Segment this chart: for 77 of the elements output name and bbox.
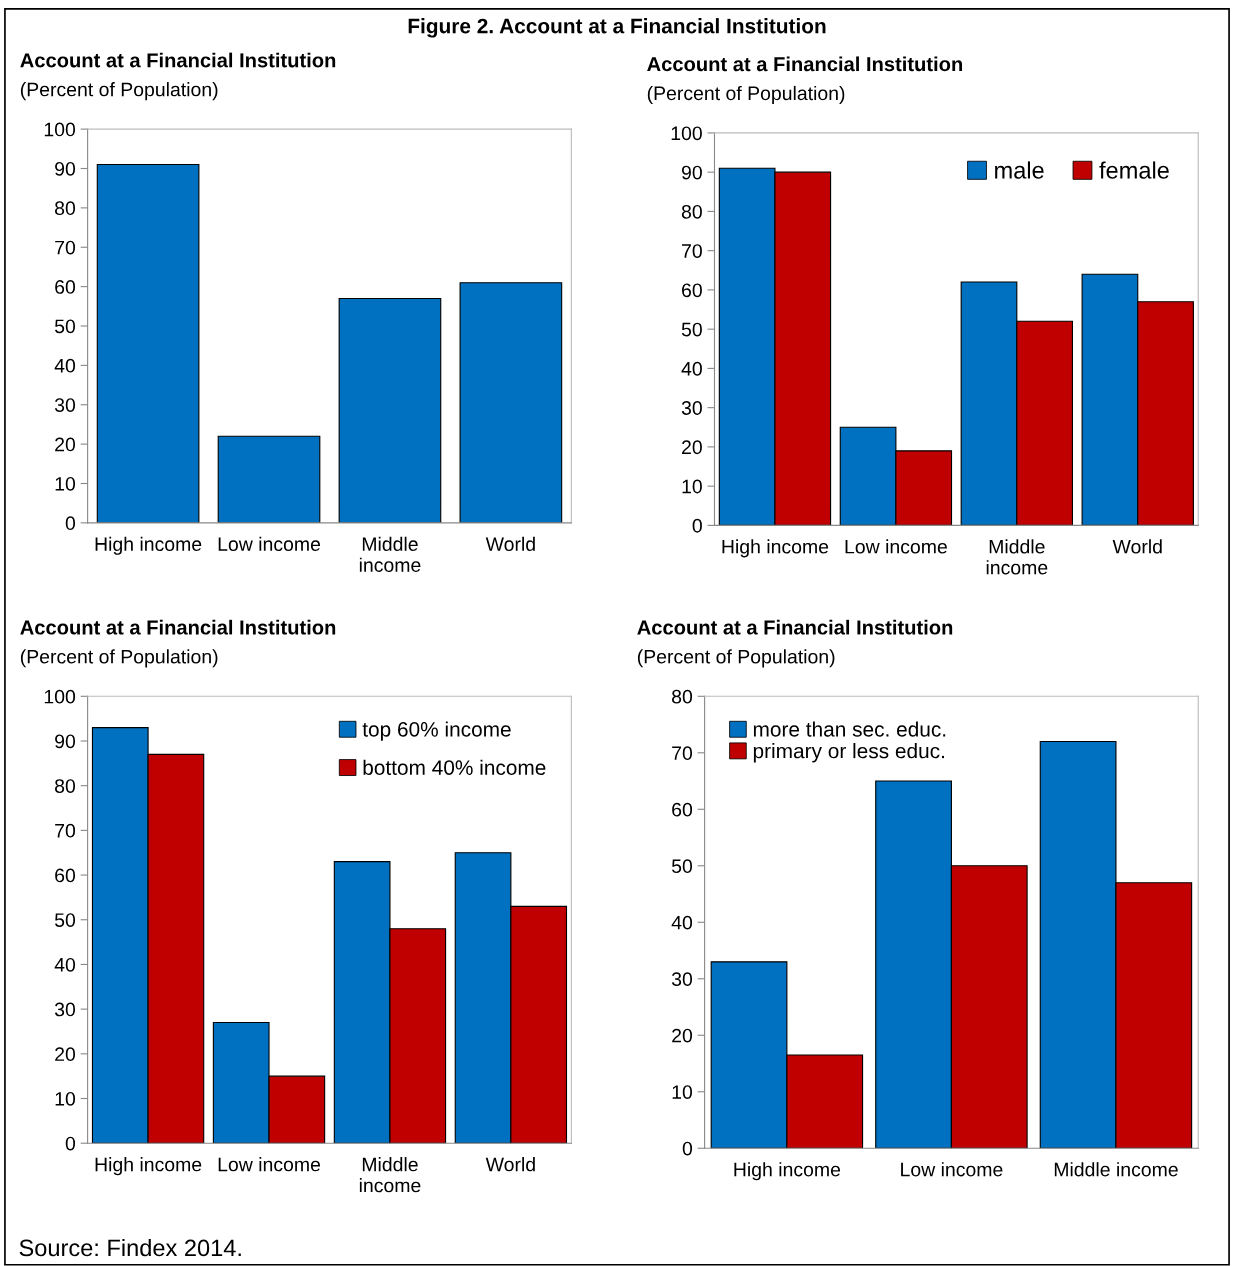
y-tick-label: 70 (682, 244, 702, 258)
y-tick-label: 20 (55, 437, 76, 452)
x-tick-label: World (485, 536, 535, 552)
y-tick-label: 60 (55, 280, 76, 294)
y-tick-label: 20 (682, 440, 702, 455)
y-tick-label: 90 (55, 734, 76, 749)
x-tick-label: High income (722, 539, 829, 558)
legend-label: female (1099, 161, 1169, 179)
y-tick-label: 50 (54, 913, 76, 927)
bar (459, 282, 563, 523)
legend-label: primary or less educ. (753, 743, 944, 763)
y-tick-label: 60 (682, 283, 702, 298)
y-tick-label: 50 (671, 859, 693, 874)
x-tick-label: High income (95, 1157, 202, 1176)
y-tick-label: 0 (682, 1141, 693, 1156)
chart-subtitle: (Percent of Population) (20, 82, 218, 101)
legend-label: male (995, 161, 1044, 179)
y-tick-label: 50 (54, 319, 76, 334)
y-tick-label: 0 (65, 1136, 76, 1151)
y-tick-label: 10 (55, 1091, 76, 1106)
y-tick-label: 10 (55, 476, 76, 491)
y-tick-label: 40 (671, 915, 693, 930)
y-tick-label: 80 (672, 689, 693, 704)
x-tick-label: Low income (218, 536, 321, 552)
x-tick-label: World (485, 1157, 535, 1172)
y-tick-label: 60 (55, 868, 76, 883)
y-tick-label: 30 (681, 401, 702, 415)
x-tick-label: Middle income (359, 1157, 421, 1193)
x-tick-label: Low income (901, 1162, 1003, 1177)
y-tick-label: 90 (55, 161, 76, 176)
y-tick-label: 40 (681, 361, 702, 376)
chart-subtitle: (Percent of Population) (637, 649, 835, 668)
chart-subtitle: (Percent of Population) (647, 85, 845, 105)
y-tick-label: 100 (44, 689, 76, 704)
y-tick-label: 20 (672, 1028, 693, 1043)
y-tick-label: 70 (55, 240, 76, 255)
y-tick-label: 80 (681, 204, 702, 219)
chart-title: Account at a Financial Institution (637, 619, 953, 635)
x-tick-label: Middle income (359, 536, 421, 572)
x-tick-label: High income (734, 1162, 841, 1181)
y-tick-label: 40 (54, 957, 76, 972)
legend-label: top 60% income (362, 721, 511, 741)
y-tick-label: 10 (672, 1085, 693, 1099)
y-tick-label: 0 (692, 518, 702, 533)
bar (96, 164, 200, 523)
bar (338, 297, 442, 523)
y-tick-label: 80 (55, 779, 76, 793)
caption: Figure 2. Account at a Financial Institution (408, 18, 826, 38)
y-tick-label: 0 (65, 516, 76, 531)
y-tick-label: 50 (681, 322, 702, 337)
y-tick-label: 70 (672, 746, 693, 761)
chart-title: Account at a Financial Institution (20, 52, 336, 68)
y-tick-label: 90 (681, 165, 702, 180)
chart-subtitle: (Percent of Population) (20, 649, 218, 668)
y-tick-label: 20 (55, 1047, 76, 1062)
y-tick-label: 70 (55, 823, 76, 838)
y-tick-label: 80 (55, 201, 76, 216)
x-tick-label: Middle income (1054, 1162, 1178, 1177)
x-tick-label: World (1112, 539, 1162, 554)
y-tick-label: 10 (682, 479, 702, 494)
legend-label: bottom 40% income (363, 759, 546, 775)
x-tick-label: Low income (845, 539, 947, 554)
y-tick-label: 30 (671, 972, 693, 987)
chart-title: Account at a Financial Institution (647, 56, 963, 72)
source-note: Source: Findex 2014. (19, 1238, 241, 1257)
y-tick-label: 100 (44, 122, 76, 137)
legend-label: more than sec. educ. (753, 721, 946, 737)
y-tick-label: 100 (671, 126, 702, 141)
chart-title: Account at a Financial Institution (20, 619, 336, 635)
y-tick-label: 30 (54, 398, 76, 412)
y-tick-label: 30 (54, 1002, 76, 1017)
x-tick-label: Low income (218, 1157, 321, 1172)
y-tick-label: 60 (672, 802, 693, 817)
bar (217, 435, 321, 523)
y-tick-label: 40 (54, 358, 76, 373)
x-tick-label: High income (95, 536, 202, 555)
x-tick-label: Middle income (986, 539, 1048, 575)
